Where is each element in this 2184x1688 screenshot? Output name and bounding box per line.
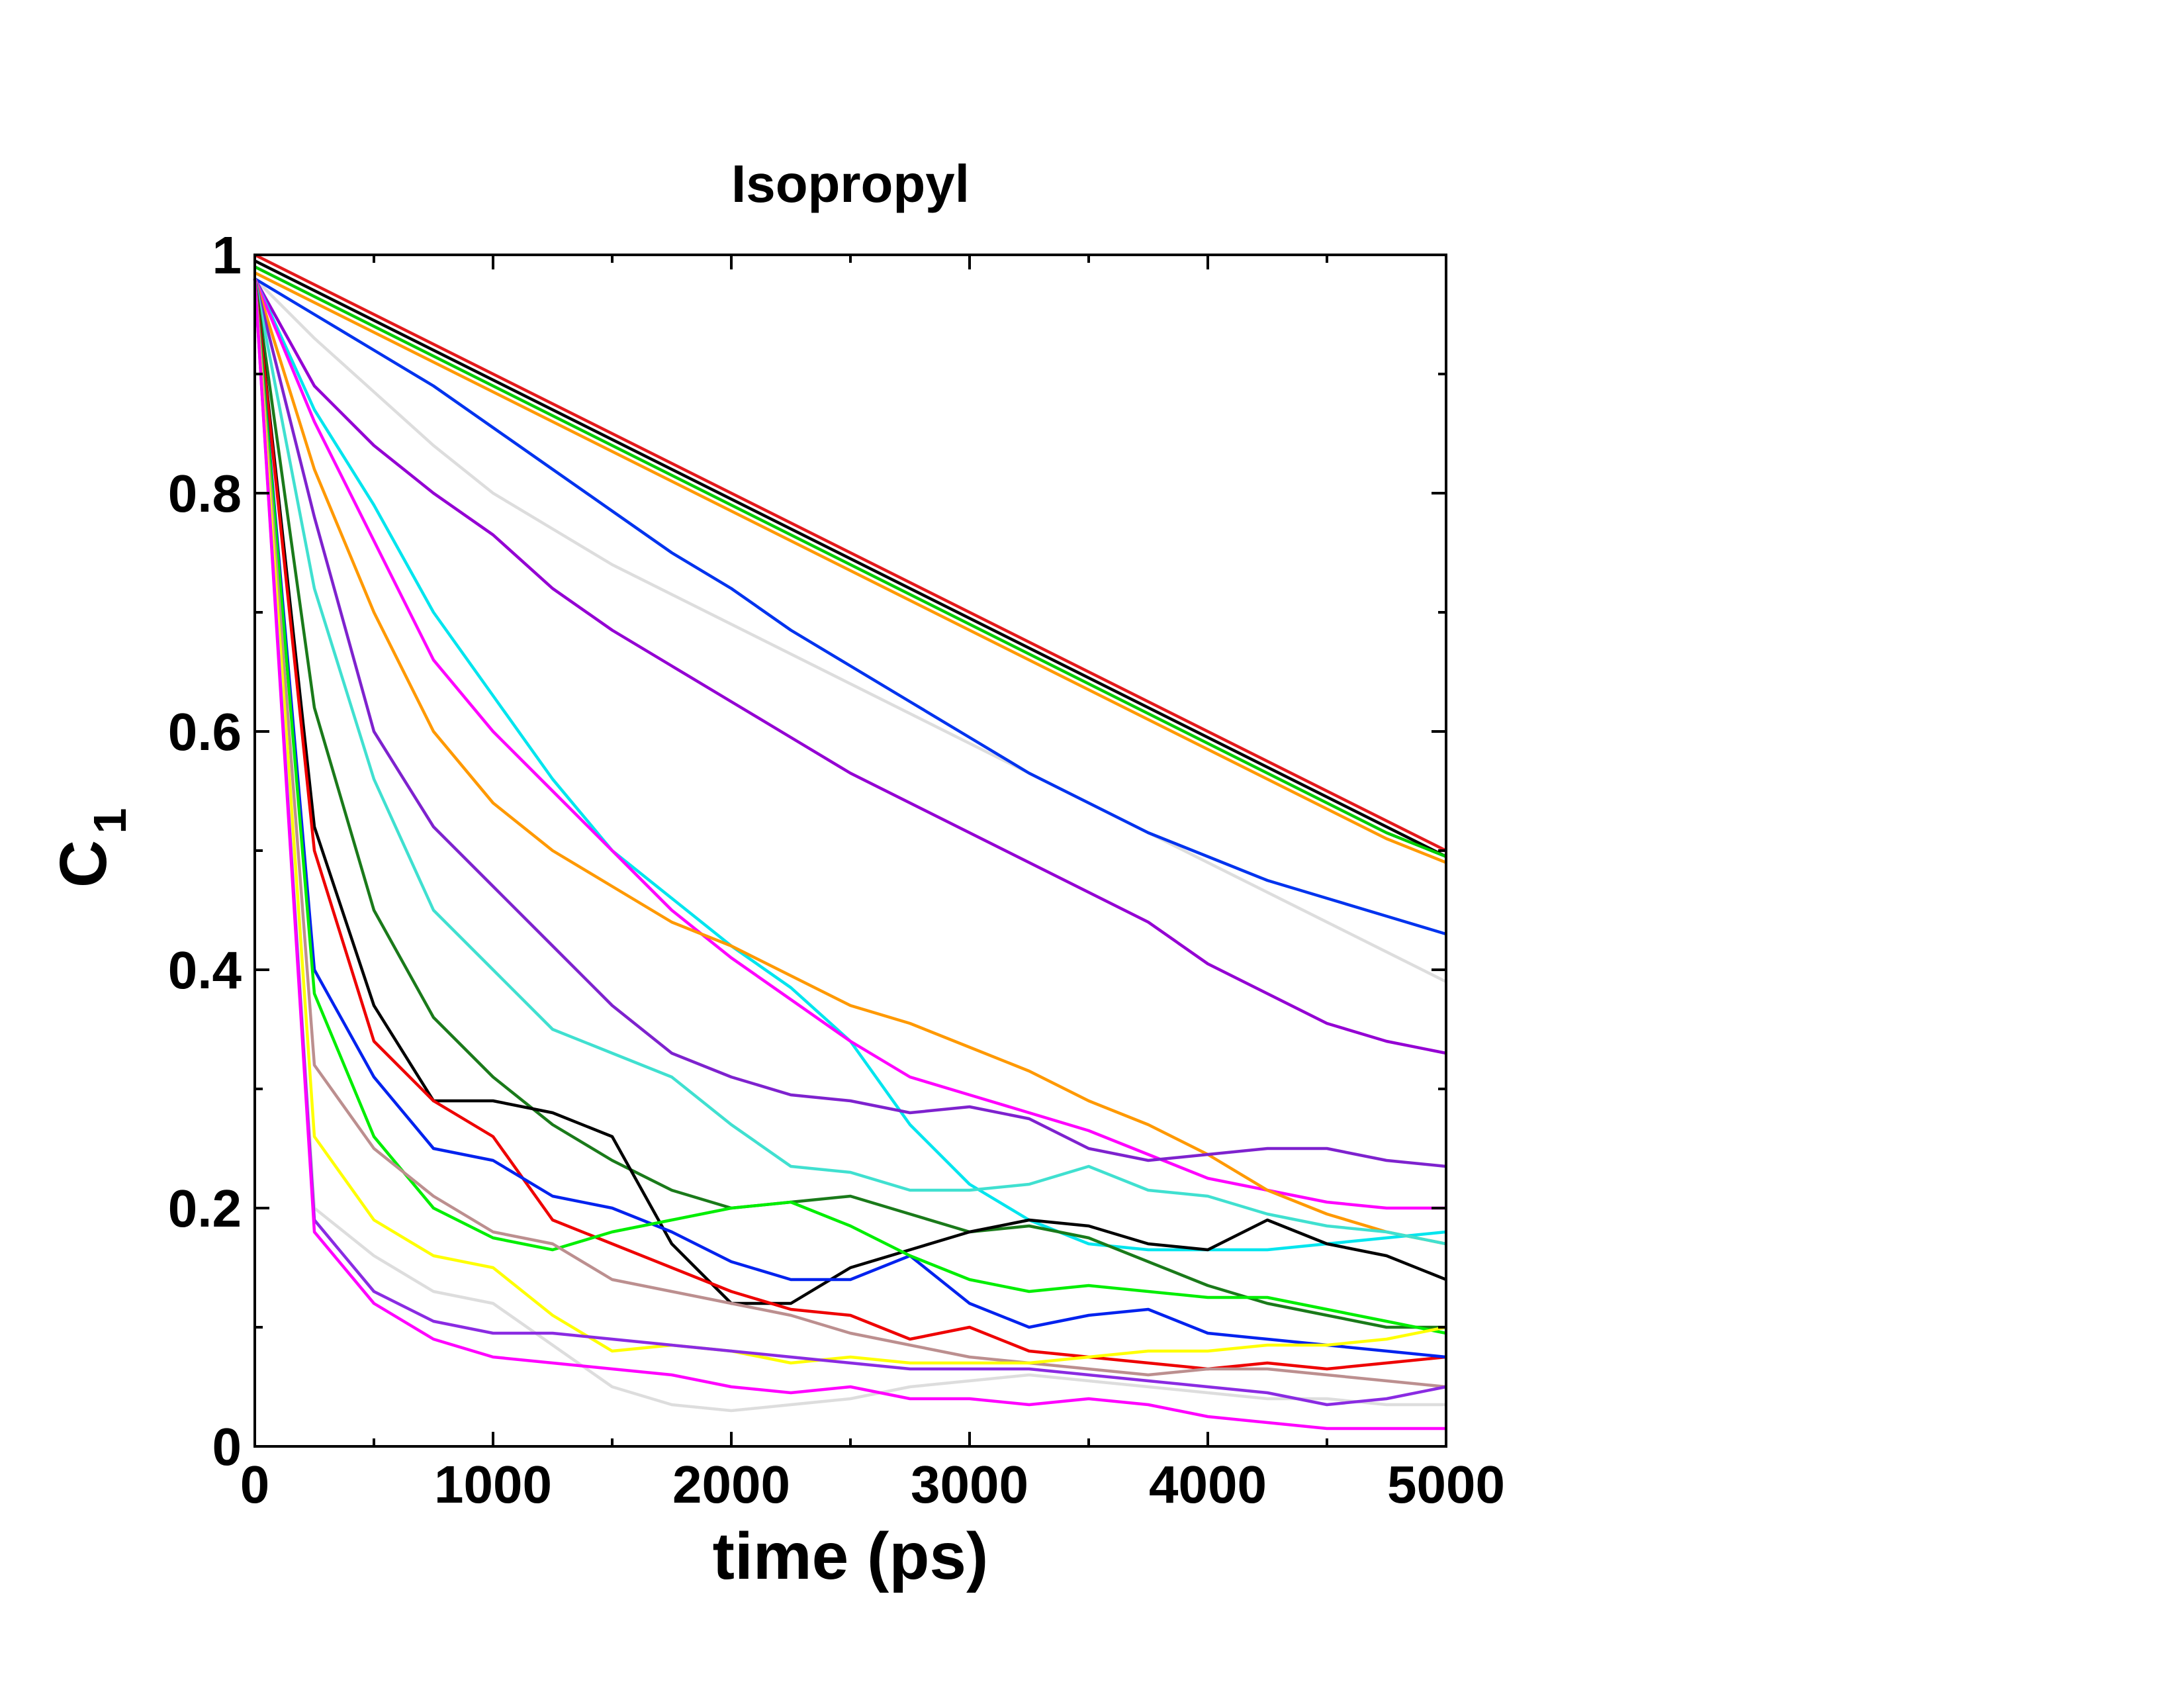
series-line-rosybrown bbox=[253, 278, 1447, 1389]
series-line-cyan bbox=[253, 278, 1447, 1252]
series-line-orange-2 bbox=[253, 278, 1447, 1246]
series-line-linear-orange bbox=[253, 271, 1447, 865]
series-line-blue-slow bbox=[253, 277, 1447, 936]
y-tick-label: 1 bbox=[212, 226, 242, 285]
y-axis-label-group: C 1 bbox=[46, 808, 136, 888]
series-line-linear-red bbox=[253, 253, 1447, 853]
x-tick-label: 5000 bbox=[1387, 1455, 1505, 1514]
series-line-linear-green bbox=[253, 265, 1447, 859]
series-line-linear-black bbox=[253, 259, 1447, 859]
series-layer bbox=[253, 253, 1447, 1430]
x-tick-label: 4000 bbox=[1149, 1455, 1267, 1514]
series-line-darkgreen bbox=[253, 278, 1446, 1329]
series-line-gray-slow bbox=[253, 277, 1447, 984]
y-axis-label: C bbox=[46, 840, 120, 888]
x-axis-label: time (ps) bbox=[713, 1519, 989, 1593]
series-line-black bbox=[253, 278, 1447, 1305]
series-line-yellow bbox=[253, 278, 1447, 1365]
chart-title: Isopropyl bbox=[731, 154, 970, 213]
series-line-purple-2 bbox=[253, 278, 1447, 1168]
series-line-purple-1 bbox=[253, 277, 1447, 1055]
series-line-lightgray bbox=[253, 278, 1446, 1413]
series-line-turquoise bbox=[253, 278, 1447, 1246]
y-tick-label: 0.2 bbox=[168, 1179, 242, 1238]
series-line-magenta-2 bbox=[253, 278, 1446, 1430]
series-line-green bbox=[253, 278, 1447, 1335]
series-line-red bbox=[253, 278, 1447, 1371]
series-line-blue bbox=[253, 278, 1447, 1359]
x-tick-label: 0 bbox=[240, 1455, 270, 1514]
y-tick-label: 0.8 bbox=[168, 464, 242, 523]
y-axis-label-subscript: 1 bbox=[84, 808, 136, 834]
x-tick-label: 3000 bbox=[911, 1455, 1028, 1514]
y-tick-label: 0.6 bbox=[168, 702, 242, 761]
y-tick-label: 0 bbox=[212, 1417, 242, 1476]
y-tick-label: 0.4 bbox=[168, 941, 242, 1000]
x-tick-label: 1000 bbox=[434, 1455, 552, 1514]
tick-layer: 0 1000 2000 3000 4000 5000 0 0.2 0.4 0.6 0.8 1 bbox=[168, 226, 1505, 1514]
x-tick-label: 2000 bbox=[672, 1455, 790, 1514]
series-line-magenta-1 bbox=[253, 278, 1446, 1210]
series-line-purple-3 bbox=[253, 278, 1447, 1407]
